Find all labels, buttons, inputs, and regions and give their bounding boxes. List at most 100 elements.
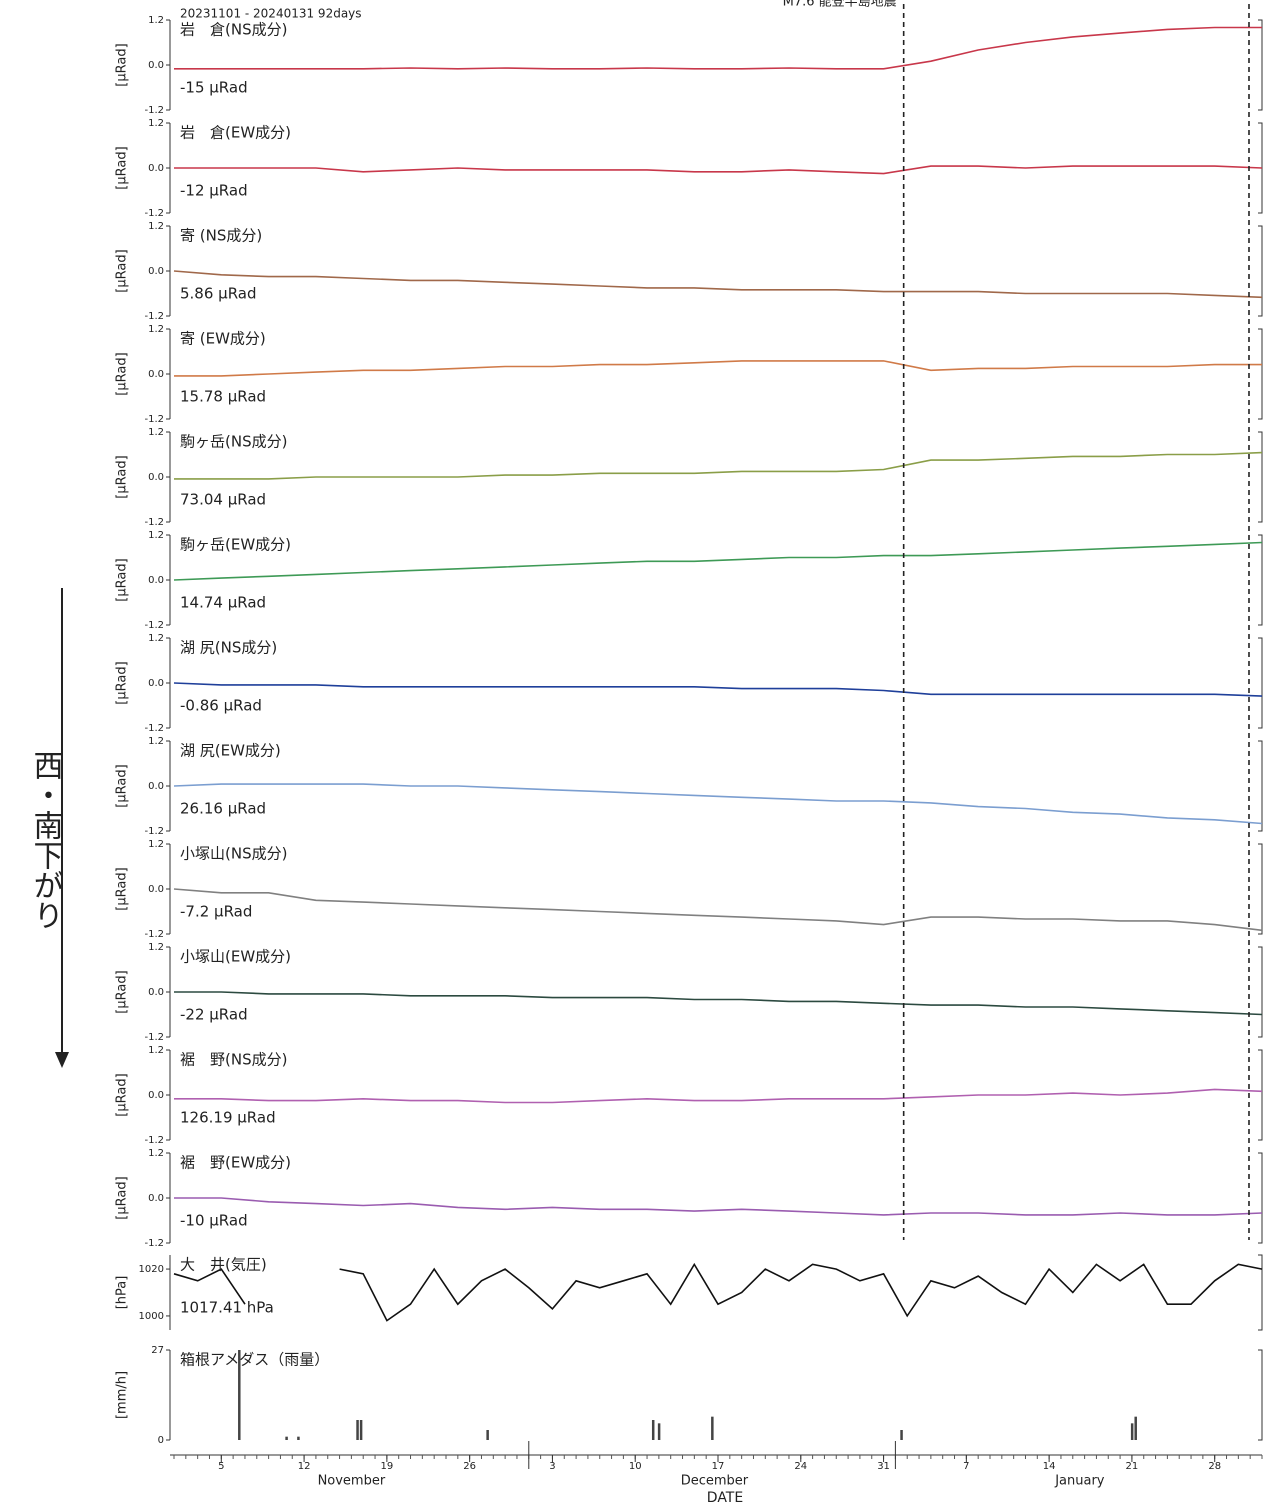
y-axis-label: [μRad] [115, 558, 130, 601]
y-tick-label: -1.2 [144, 826, 164, 837]
right-bracket [1258, 534, 1263, 626]
offset-label: -10 μRad [180, 1212, 248, 1230]
y-axis-label: [μRad] [115, 970, 130, 1013]
y-tick-label: 1.2 [148, 1045, 164, 1056]
y-tick-label: 27 [151, 1345, 164, 1356]
offset-label: 15.78 μRad [180, 388, 266, 406]
y-axis-label: [μRad] [115, 249, 130, 292]
offset-label: 5.86 μRad [180, 285, 257, 303]
data-line [173, 270, 1263, 299]
y-axis-label: [μRad] [115, 1073, 130, 1116]
right-bracket [1258, 328, 1263, 420]
rain-bar [657, 1423, 661, 1440]
y-tick-label: -1.2 [144, 517, 164, 528]
right-bracket [1258, 1254, 1263, 1331]
rain-bar [238, 1350, 241, 1440]
panel-title: 湖 尻(NS成分) [180, 639, 277, 657]
y-tick-label: 1.2 [148, 221, 164, 232]
y-tick-label: 0.0 [148, 369, 164, 380]
rain-bar [1134, 1416, 1137, 1440]
y-tick-label: 0.0 [148, 472, 164, 483]
rain-bar [486, 1430, 489, 1440]
y-tick-label: -1.2 [144, 929, 164, 940]
rain-bar [285, 1436, 288, 1440]
offset-label: -22 μRad [180, 1006, 248, 1024]
y-tick-label: 0 [158, 1435, 164, 1446]
y-axis-label: [μRad] [115, 43, 130, 86]
x-tick-label: 7 [963, 1461, 969, 1472]
y-axis-label: [μRad] [115, 1176, 130, 1219]
data-line [173, 1262, 1263, 1322]
rain-bar [900, 1430, 903, 1440]
y-axis-label: [μRad] [115, 764, 130, 807]
y-tick-label: 0.0 [148, 163, 164, 174]
right-bracket [1258, 946, 1263, 1038]
x-tick-label: 19 [381, 1461, 394, 1472]
y-tick-label: 1.2 [148, 324, 164, 335]
y-tick-label: 1.2 [148, 427, 164, 438]
y-tick-label: 0.0 [148, 678, 164, 689]
x-tick-label: 12 [298, 1461, 311, 1472]
y-tick-label: -1.2 [144, 1032, 164, 1043]
arrow-head [55, 1052, 69, 1068]
y-tick-label: 0.0 [148, 575, 164, 586]
y-axis-label: [mm/h] [115, 1371, 130, 1419]
y-axis-label: [μRad] [115, 146, 130, 189]
y-tick-label: 1.2 [148, 633, 164, 644]
panel-title: 大 井(気圧) [180, 1256, 267, 1274]
data-line [174, 26, 1262, 70]
rain-bar [1130, 1423, 1134, 1440]
month-label: November [318, 1474, 386, 1489]
event-label: M7.6 能登半島地震 [783, 0, 897, 10]
panel-title: 湖 尻(EW成分) [180, 742, 281, 760]
y-tick-label: 0.0 [148, 987, 164, 998]
x-tick-label: 14 [1043, 1461, 1056, 1472]
right-bracket [1258, 1049, 1263, 1141]
y-tick-label: -1.2 [144, 1135, 164, 1146]
panel-title: 駒ヶ岳(EW成分) [180, 536, 291, 554]
offset-label: 73.04 μRad [180, 491, 266, 509]
panel-title: 小塚山(EW成分) [180, 948, 291, 966]
data-line [174, 165, 1263, 175]
y-axis-label: [μRad] [115, 867, 130, 910]
right-bracket [1258, 843, 1263, 935]
y-tick-label: 1020 [139, 1264, 164, 1275]
y-tick-label: 1.2 [148, 839, 164, 850]
y-tick-label: 0.0 [148, 884, 164, 895]
panel-title: 岩 倉(EW成分) [180, 124, 291, 142]
panel-title: 岩 倉(NS成分) [180, 21, 287, 39]
right-bracket [1258, 740, 1263, 832]
offset-label: 126.19 μRad [180, 1109, 276, 1127]
y-tick-label: 0.0 [148, 781, 164, 792]
data-line [173, 888, 1263, 932]
panel-title: 裾 野(NS成分) [180, 1051, 287, 1069]
right-bracket [1258, 225, 1263, 317]
y-tick-label: 1.2 [148, 736, 164, 747]
panel-title: 駒ヶ岳(NS成分) [180, 433, 287, 451]
y-tick-label: 1.2 [148, 942, 164, 953]
offset-label: -0.86 μRad [180, 697, 262, 715]
right-bracket [1258, 19, 1263, 111]
offset-label: -7.2 μRad [180, 903, 252, 921]
month-label: January [1054, 1474, 1105, 1489]
panel-title: 小塚山(NS成分) [180, 845, 287, 863]
x-tick-label: 31 [877, 1461, 890, 1472]
right-bracket [1258, 1152, 1263, 1244]
panel-title: 箱根アメダス（雨量） [180, 1351, 329, 1369]
y-tick-label: -1.2 [144, 208, 164, 219]
x-tick-label: 17 [712, 1461, 725, 1472]
right-bracket [1258, 431, 1263, 523]
x-tick-label: 10 [629, 1461, 642, 1472]
y-tick-label: 1.2 [148, 1148, 164, 1159]
offset-label: 1017.41 hPa [180, 1299, 274, 1317]
data-line [174, 360, 1262, 377]
offset-label: 14.74 μRad [180, 594, 266, 612]
rain-bar [651, 1420, 655, 1440]
x-tick-label: 3 [549, 1461, 555, 1472]
data-line [174, 451, 1263, 480]
y-tick-label: 1.2 [148, 530, 164, 541]
offset-label: -15 μRad [180, 79, 248, 97]
rain-bar [359, 1420, 363, 1440]
data-line [173, 541, 1263, 581]
data-line [174, 1197, 1263, 1216]
